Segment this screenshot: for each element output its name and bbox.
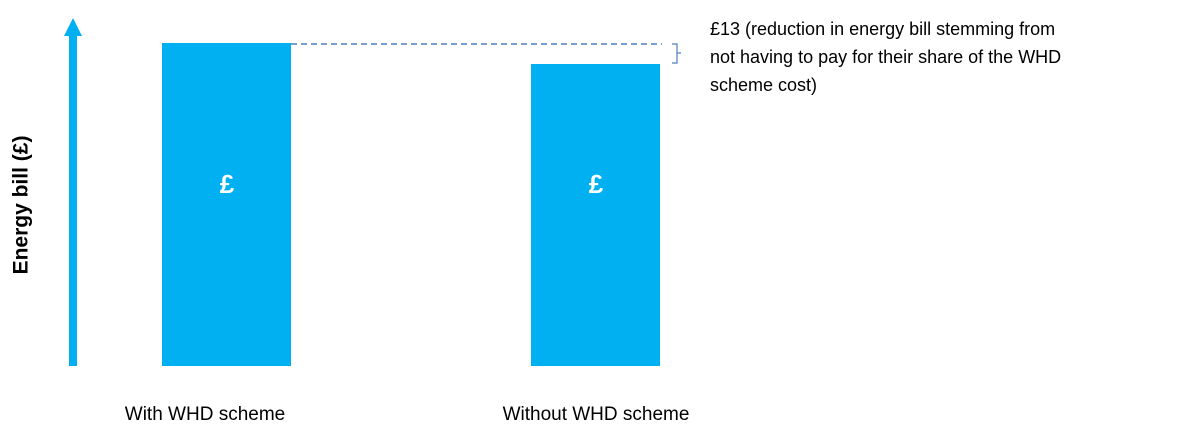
axis-arrow-head [64, 18, 82, 36]
bar-label: With WHD scheme [125, 404, 285, 425]
bar-label: Without WHD scheme [503, 404, 690, 425]
annotation-line: not having to pay for their share of the… [710, 47, 1061, 67]
difference-brace [672, 43, 681, 64]
bar-symbol: £ [220, 169, 235, 199]
annotation-line: scheme cost) [710, 75, 817, 95]
y-axis-label: Energy bill (£) [10, 136, 33, 275]
annotation-line: £13 (reduction in energy bill stemming f… [710, 19, 1055, 39]
bar-with-scheme [162, 43, 291, 366]
bar-symbol: £ [589, 169, 604, 199]
bar-without-scheme [531, 64, 660, 366]
